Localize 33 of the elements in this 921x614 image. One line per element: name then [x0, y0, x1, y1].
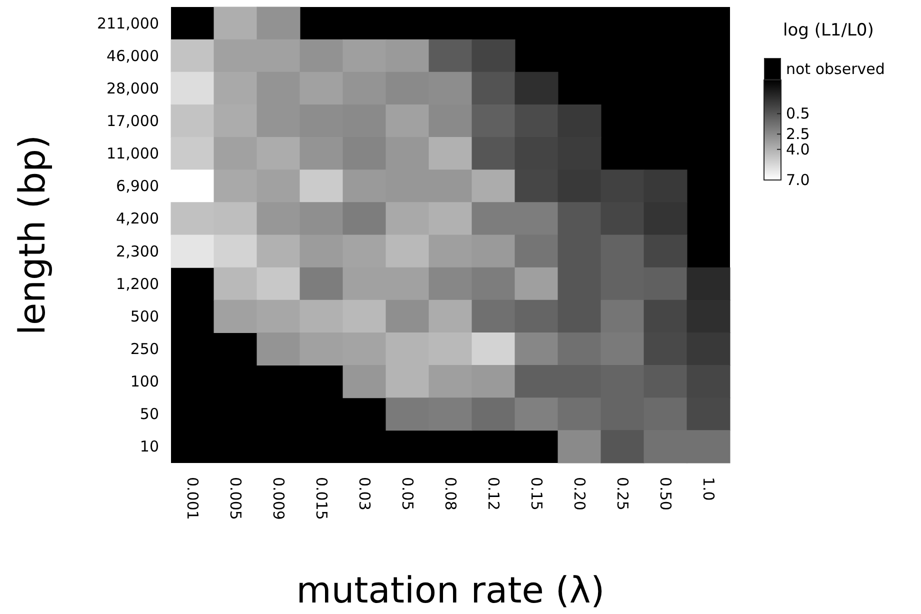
- y-tick-label: 28,000: [106, 79, 159, 98]
- y-tick-label: 10: [140, 438, 159, 456]
- color-bar-label: 7.0: [786, 171, 810, 189]
- y-tick-label: 250: [130, 340, 159, 358]
- y-tick-label: 500: [130, 307, 159, 326]
- y-tick-label: 100: [130, 372, 159, 391]
- x-tick-label: 0.015: [312, 477, 330, 520]
- x-axis-title: mutation rate (λ): [296, 570, 605, 612]
- x-tick-label: 0.001: [184, 477, 202, 520]
- color-bar-label: 0.5: [786, 104, 810, 123]
- x-tick-label: 0.20: [570, 477, 588, 510]
- y-tick-label: 1,200: [116, 274, 159, 293]
- x-tick-label: 0.009: [270, 477, 288, 520]
- y-axis-title: length (bp): [12, 135, 54, 335]
- text: not observed: [786, 60, 885, 78]
- y-tick-label: 211,000: [96, 14, 159, 32]
- x-tick-label: 0.15: [528, 477, 546, 510]
- y-tick-label: 17,000: [106, 112, 159, 130]
- x-tick-label: 0.08: [442, 477, 460, 510]
- x-tick-label: 0.03: [356, 477, 374, 510]
- y-tick-label: 6,900: [116, 177, 159, 196]
- color-bar-title: log (L1/L0): [783, 20, 874, 40]
- y-tick-label: 2,300: [116, 242, 159, 260]
- x-tick-label: 0.05: [398, 477, 416, 510]
- y-tick-label: 50: [140, 405, 159, 424]
- y-tick-label: 11,000: [106, 144, 159, 163]
- x-tick-label: 1.0: [700, 477, 718, 501]
- x-tick-label: 0.12: [484, 477, 502, 510]
- x-tick-label: 0.50: [656, 477, 674, 510]
- y-tick-label: 4,200: [116, 210, 159, 228]
- y-tick-label: 46,000: [106, 46, 159, 65]
- x-tick-label: 0.25: [614, 477, 632, 510]
- x-tick-label: 0.005: [226, 477, 244, 520]
